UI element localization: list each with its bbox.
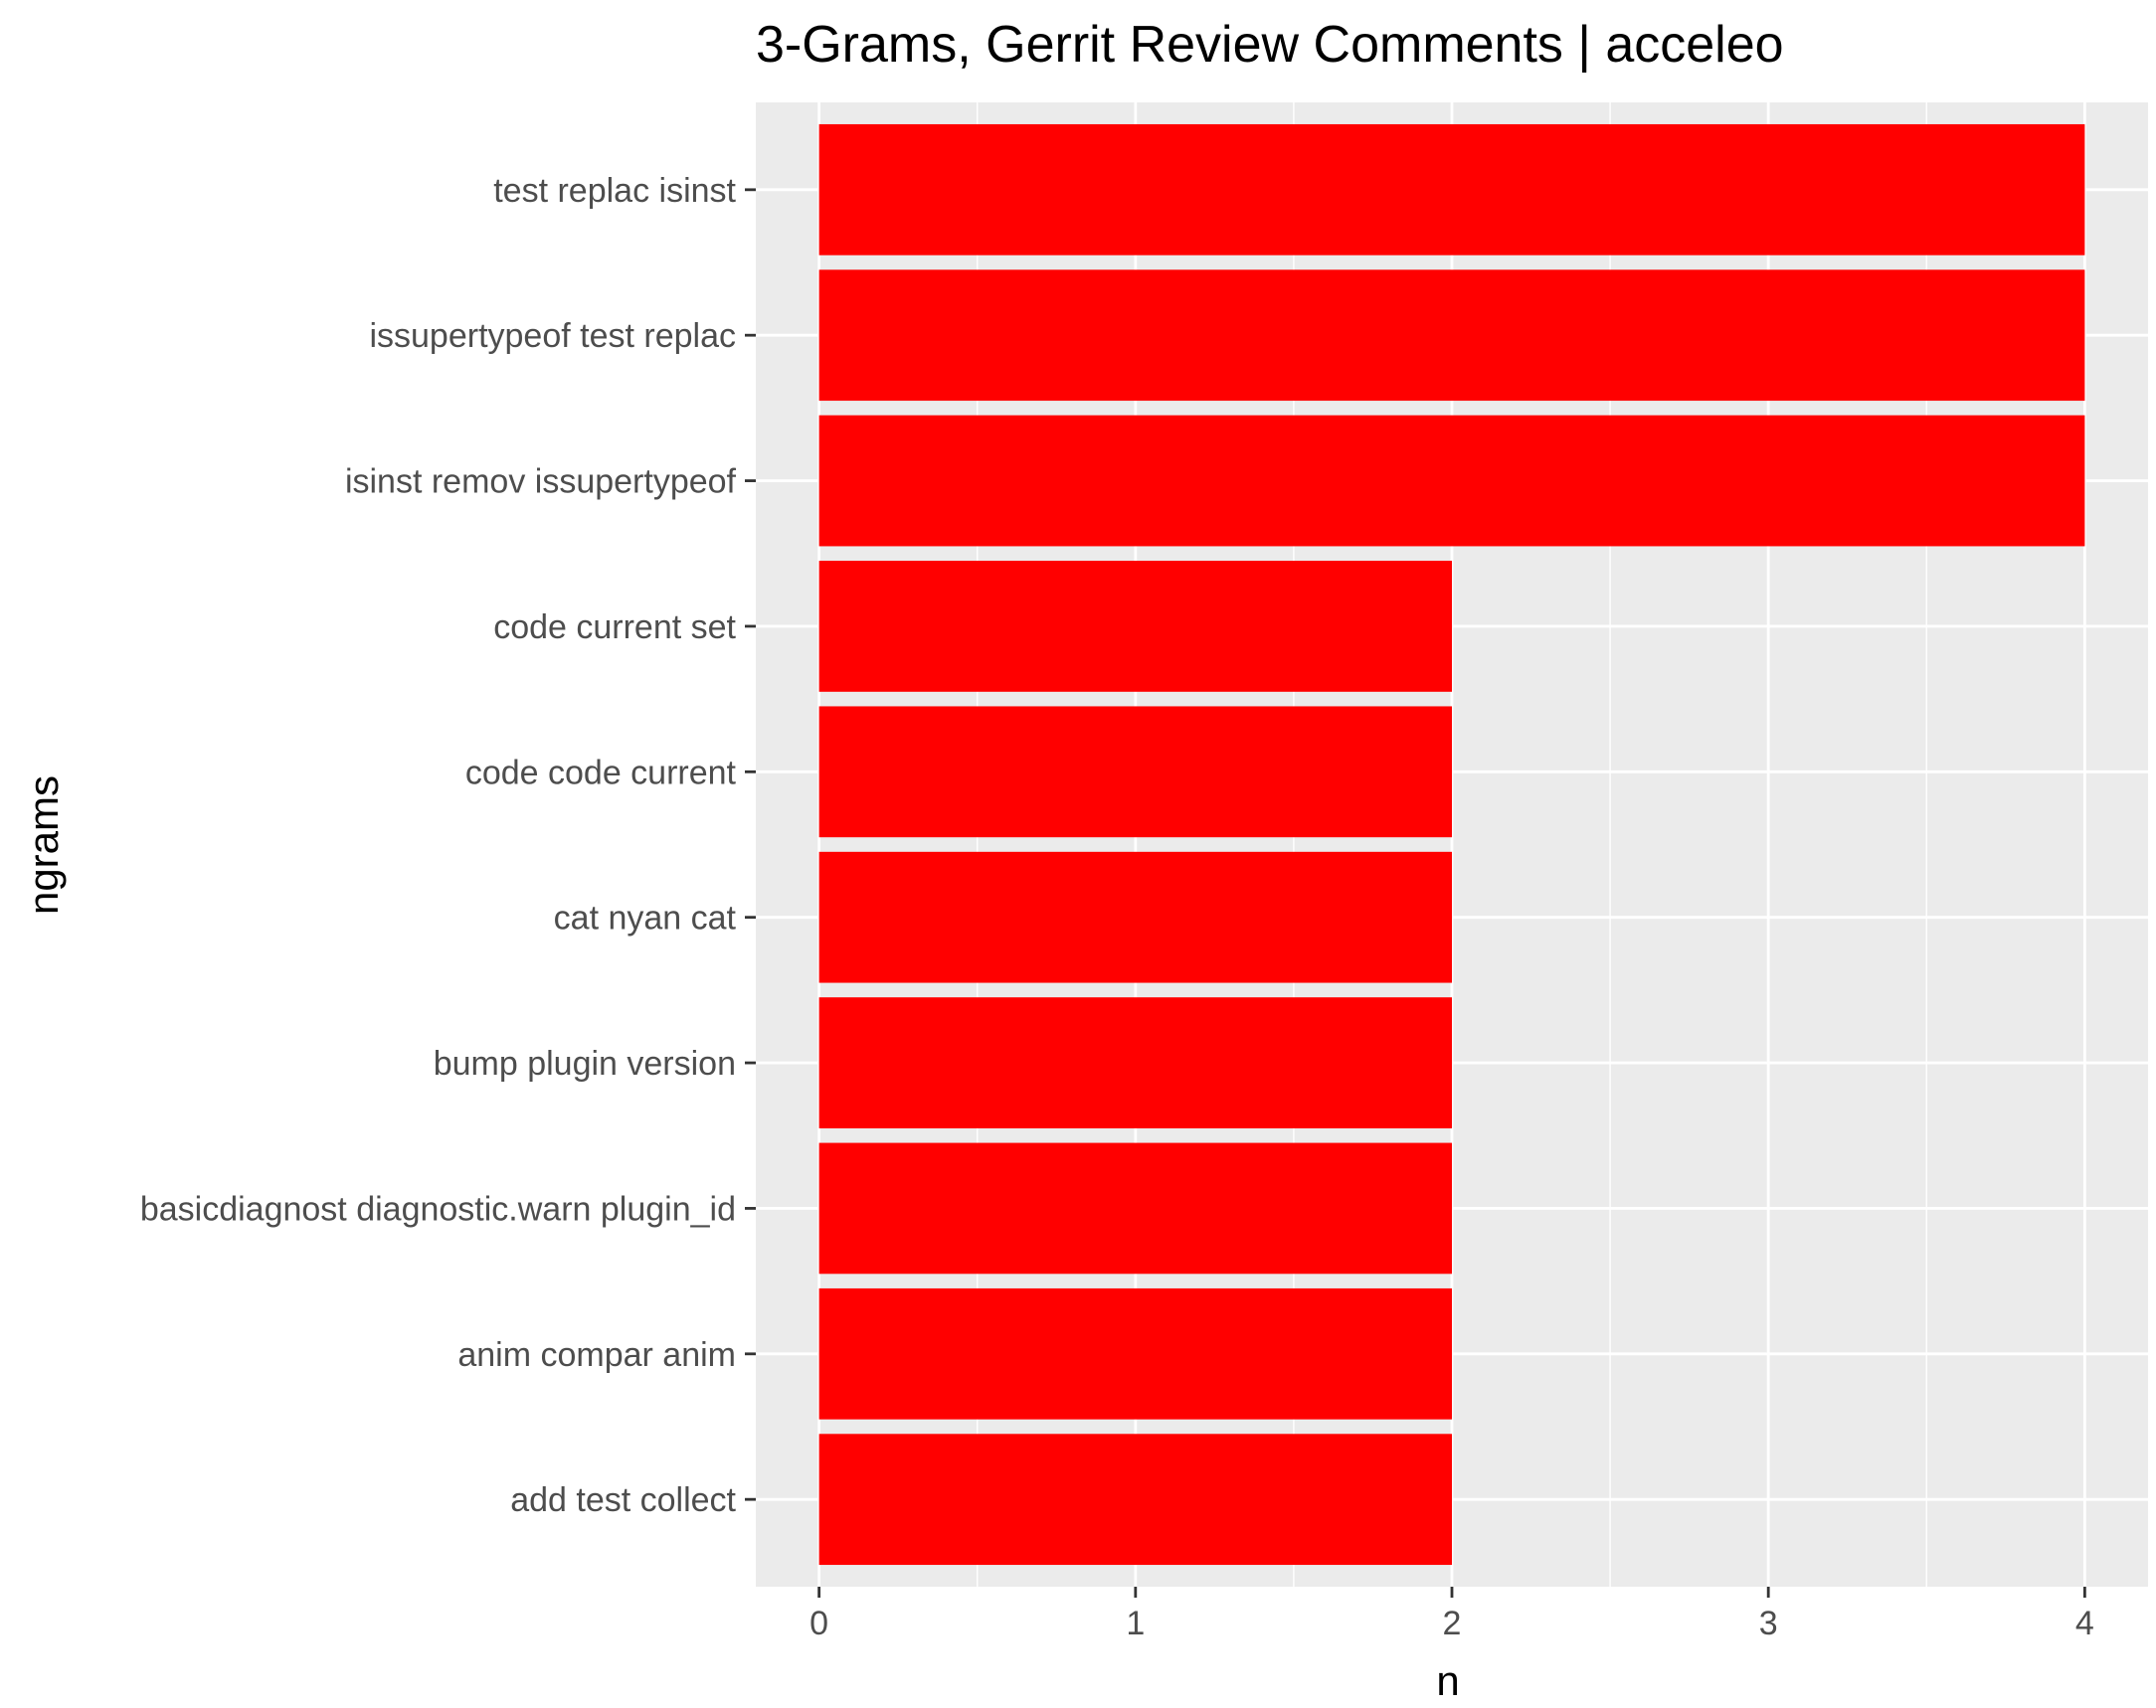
x-tick-label: 4	[2075, 1605, 2094, 1642]
x-tick-label: 1	[1126, 1605, 1145, 1642]
y-tick-label: add test collect	[510, 1481, 736, 1519]
x-tick-label: 0	[809, 1605, 828, 1642]
y-tick-label: isinst remov issupertypeof	[345, 463, 737, 501]
bar	[818, 269, 2085, 402]
chart-title: 3-Grams, Gerrit Review Comments | accele…	[756, 16, 1784, 74]
y-tick-label: anim compar anim	[457, 1336, 736, 1374]
bar	[818, 706, 1452, 838]
bar	[818, 123, 2085, 256]
bar	[818, 415, 2085, 547]
bar	[818, 1434, 1452, 1566]
y-axis-title: ngrams	[20, 775, 67, 915]
y-tick-label: issupertypeof test replac	[369, 317, 736, 355]
y-tick-label: cat nyan cat	[554, 900, 737, 938]
bar	[818, 1142, 1452, 1275]
y-tick-label: code current set	[493, 608, 736, 646]
y-tick-label: test replac isinst	[493, 172, 736, 210]
bar	[818, 851, 1452, 983]
y-axis: test replac isinst issupertypeof test rep…	[140, 172, 756, 1519]
bar	[818, 561, 1452, 692]
x-tick-label: 3	[1759, 1605, 1778, 1642]
bars	[818, 123, 2085, 1566]
bar	[818, 1287, 1452, 1420]
x-tick-label: 2	[1443, 1605, 1462, 1642]
y-tick-label: code code current	[465, 754, 737, 791]
y-tick-label: basicdiagnost diagnostic.warn plugin_id	[140, 1190, 736, 1228]
y-tick-label: bump plugin version	[434, 1045, 736, 1083]
x-axis: 0 1 2 3 4	[809, 1587, 2094, 1642]
bar	[818, 997, 1452, 1128]
x-axis-title: n	[1436, 1657, 1459, 1704]
